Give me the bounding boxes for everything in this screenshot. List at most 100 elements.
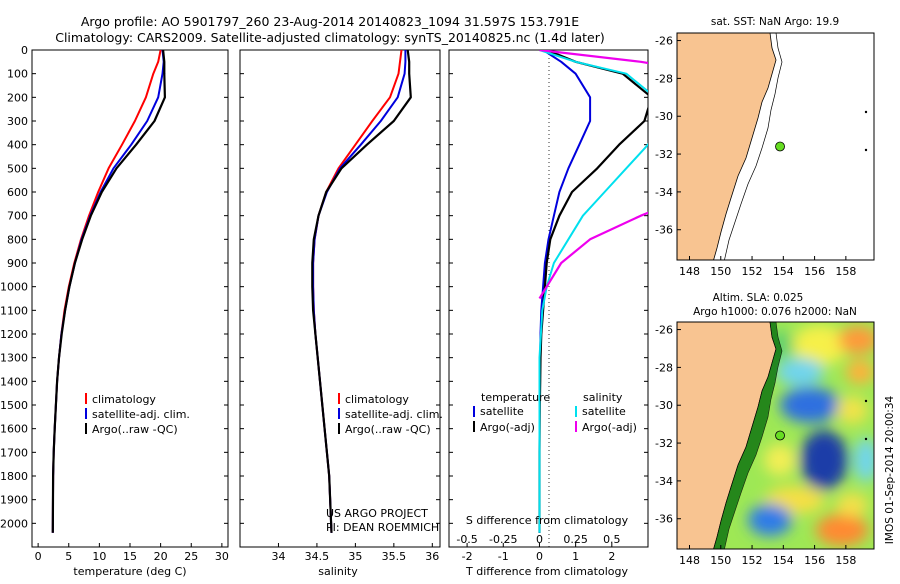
temperature-axes xyxy=(31,49,229,548)
legend-argo: Argo(..raw -QC) xyxy=(92,423,178,436)
argo-float-marker xyxy=(775,141,785,152)
map-y-tick-label: -36 xyxy=(655,513,673,526)
figure-subtitle: Climatology: CARS2009. Satellite-adjuste… xyxy=(55,30,605,45)
temperature-ticks: 0 5 10 15 20 25 30 xyxy=(32,49,229,563)
salinity-legend: climatology satellite-adj. clim. Argo(..… xyxy=(338,393,443,436)
temperature-xlabel: temperature (deg C) xyxy=(73,565,186,578)
map-y-tick-label: -30 xyxy=(655,399,673,412)
y-tick-label: 1000 xyxy=(0,281,28,294)
sla-map-ticks: 148 150 152 154 156 158 -26 -28 -30 -32 -34 -36 xyxy=(655,324,856,567)
salinity-xlabel: salinity xyxy=(318,565,358,578)
shelf-band xyxy=(713,322,783,549)
y-tick-label: 800 xyxy=(7,233,28,246)
pi-label: PI: DEAN ROEMMICH xyxy=(326,521,439,534)
map-y-tick-label: -34 xyxy=(655,475,673,488)
x-tick-label: 1 xyxy=(572,550,579,563)
s-diff-tick-label: -0.25 xyxy=(489,533,517,546)
x-tick-label: -2 xyxy=(462,550,473,563)
x-tick-label: 30 xyxy=(215,550,229,563)
figure-title: Argo profile: AO 5901797_260 23-Aug-2014… xyxy=(81,14,579,29)
map-y-tick-label: -32 xyxy=(655,437,673,450)
y-tick-label: 1600 xyxy=(0,423,28,436)
y-tick-label: 500 xyxy=(7,162,28,175)
s-diff-tick-label: 0.5 xyxy=(603,533,621,546)
map-x-tick-label: 148 xyxy=(679,554,700,567)
x-tick-label: 25 xyxy=(184,550,198,563)
map-x-tick-label: 158 xyxy=(835,554,856,567)
y-tick-label: 400 xyxy=(7,139,28,152)
map-y-tick-label: -28 xyxy=(655,361,673,374)
project-label: US ARGO PROJECT xyxy=(326,507,428,520)
y-tick-label: 100 xyxy=(7,68,28,81)
imos-timestamp: IMOS 01-Sep-2014 20:00:34 xyxy=(884,395,896,544)
x-tick-label: 10 xyxy=(92,550,106,563)
map-x-tick-label: 148 xyxy=(679,265,700,278)
legend-satellite: satellite-adj. clim. xyxy=(92,408,190,421)
temperature-panel: 0 5 10 15 20 25 30 0 100 200 300 400 500 600 700 800 90… xyxy=(0,44,229,578)
difference-panel: -2 -1 0 1 2 -0.5 -0.25 0 0.25 0.5 S difference fr… xyxy=(448,49,649,578)
map-x-tick-label: 154 xyxy=(773,554,794,567)
y-tick-label: 900 xyxy=(7,257,28,270)
island-dot xyxy=(864,437,868,441)
y-tick-label: 1100 xyxy=(0,304,28,317)
legend-t-argo: Argo(-adj) xyxy=(480,421,535,434)
x-tick-label: 34.5 xyxy=(305,550,330,563)
y-tick-label: 1800 xyxy=(0,470,28,483)
sst-map-title: sat. SST: NaN Argo: 19.9 xyxy=(711,16,839,28)
map-x-tick-label: 150 xyxy=(710,554,731,567)
y-tick-label: 600 xyxy=(7,186,28,199)
y-tick-label: 1300 xyxy=(0,352,28,365)
x-tick-label: 0 xyxy=(536,550,543,563)
x-tick-label: 20 xyxy=(154,550,168,563)
map-y-tick-label: -30 xyxy=(655,110,673,123)
x-tick-label: 34 xyxy=(271,550,285,563)
sla-map-panel: Altim. SLA: 0.025 Argo h1000: 0.076 h200… xyxy=(655,292,896,567)
series-line-argo-raw-qc- xyxy=(311,50,412,533)
shelf-contour xyxy=(724,33,783,260)
x-tick-label: 15 xyxy=(123,550,137,563)
island-dot xyxy=(864,399,868,403)
legend-t-satellite: satellite xyxy=(480,405,524,418)
legend-s-argo: Argo(-adj) xyxy=(582,421,637,434)
x-tick-label: 2 xyxy=(608,550,615,563)
difference-axes xyxy=(448,49,649,548)
island-dot xyxy=(864,110,868,114)
x-tick-label: -1 xyxy=(498,550,509,563)
y-tick-label: 2000 xyxy=(0,517,28,530)
temperature-lines xyxy=(51,50,166,533)
map-y-tick-label: -36 xyxy=(655,224,673,237)
salinity-diff-xlabel: S difference from climatology xyxy=(466,514,629,527)
map-x-tick-label: 152 xyxy=(742,265,763,278)
legend-argo: Argo(..raw -QC) xyxy=(345,423,431,436)
legend-satellite: satellite-adj. clim. xyxy=(345,408,443,421)
map-y-tick-label: -28 xyxy=(655,72,673,85)
legend-title-salinity: salinity xyxy=(583,391,623,404)
y-tick-label: 1700 xyxy=(0,446,28,459)
map-y-tick-label: -34 xyxy=(655,186,673,199)
island-dot xyxy=(864,148,868,152)
y-tick-label: 700 xyxy=(7,210,28,223)
map-x-tick-label: 152 xyxy=(742,554,763,567)
legend-s-satellite: satellite xyxy=(582,405,626,418)
depth-ticks: 0 100 200 300 400 500 600 700 800 900 1000 1100 1200… xyxy=(0,44,28,530)
s-diff-tick-label: -0.5 xyxy=(456,533,477,546)
x-tick-label: 5 xyxy=(65,550,72,563)
sla-map-frame xyxy=(676,321,875,550)
series-line-argo-raw-qc- xyxy=(51,50,166,533)
map-y-tick-label: -26 xyxy=(655,35,673,48)
salinity-axes xyxy=(239,49,441,548)
difference-legend: temperature salinity satellite Argo(-adj… xyxy=(473,391,637,434)
series-line-satellite xyxy=(538,50,648,533)
map-x-tick-label: 158 xyxy=(835,265,856,278)
difference-lines xyxy=(538,50,648,533)
temperature-diff-xlabel: T difference from climatology xyxy=(465,565,628,578)
y-tick-label: 1400 xyxy=(0,375,28,388)
salinity-ticks: 34 34.5 35 35.5 36 xyxy=(240,49,440,563)
argo-float-marker xyxy=(775,430,785,441)
map-y-tick-label: -32 xyxy=(655,148,673,161)
x-tick-label: 35 xyxy=(348,550,362,563)
y-tick-label: 1900 xyxy=(0,494,28,507)
legend-climatology: climatology xyxy=(345,393,409,406)
difference-ticks: -2 -1 0 1 2 -0.5 -0.25 0 0.25 0.5 xyxy=(449,49,648,563)
legend-climatology: climatology xyxy=(92,393,156,406)
